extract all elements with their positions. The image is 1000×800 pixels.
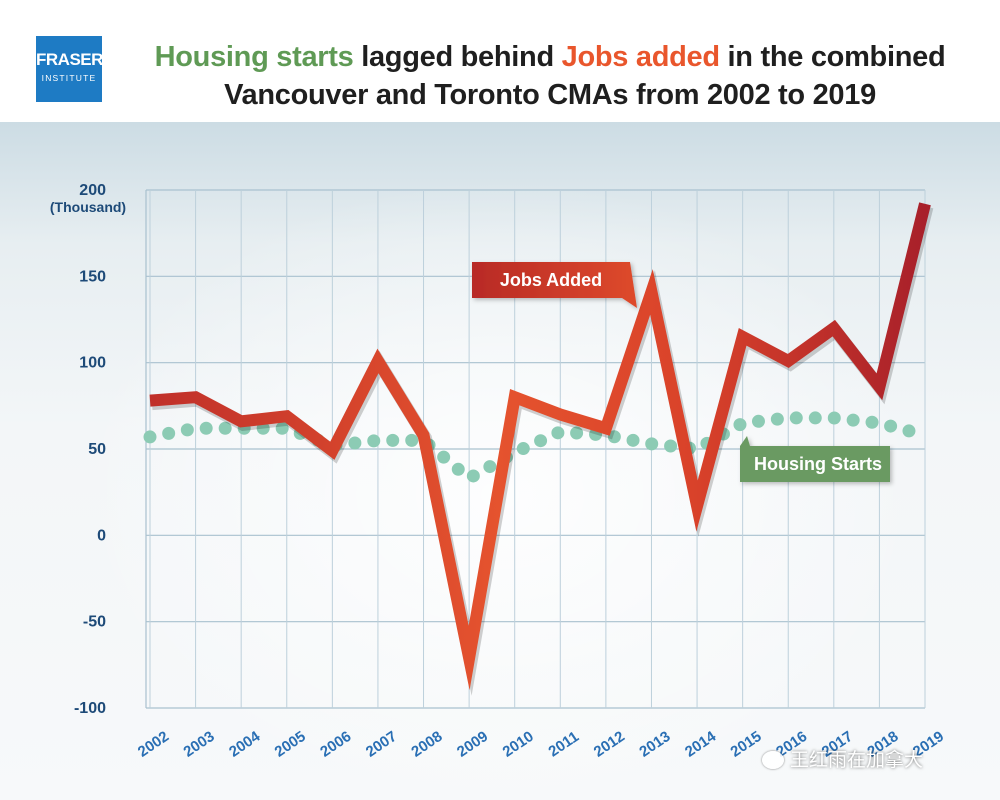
logo-line1: FRASER (36, 50, 103, 69)
jobs-added-callout: Jobs Added (472, 262, 637, 308)
title-text-a: lagged behind (353, 41, 562, 73)
y-tick-label: -100 (74, 700, 106, 717)
y-tick-label: 50 (88, 441, 106, 458)
x-tick-label: 2004 (226, 728, 264, 761)
jobs-added-line (149, 202, 931, 691)
y-tick-label: 150 (79, 268, 106, 285)
chart-title: Housing starts lagged behind Jobs added … (115, 38, 985, 114)
x-tick-label: 2014 (682, 728, 720, 761)
x-tick-label: 2012 (591, 728, 628, 761)
wechat-icon (762, 751, 784, 769)
x-tick-label: 2008 (408, 728, 445, 761)
x-tick-label: 2002 (135, 728, 172, 761)
housing-starts-callout-text: Housing Starts (754, 454, 882, 474)
title-text-b: in the combined (719, 41, 946, 73)
watermark: 王红雨在加拿大 (762, 745, 992, 771)
logo-line2: INSTITUTE (41, 73, 97, 83)
y-tick-label: 0 (97, 527, 106, 544)
title-line2: Vancouver and Toronto CMAs from 2002 to … (224, 79, 876, 111)
x-tick-label: 2009 (454, 728, 491, 761)
housing-starts-callout: Housing Starts (740, 436, 890, 482)
title-housing-starts: Housing starts (154, 41, 354, 73)
series-callouts: Jobs Added Housing Starts (472, 262, 890, 482)
housing-starts-callout-box (740, 436, 890, 482)
watermark-text: 王红雨在加拿大 (790, 749, 924, 771)
x-tick-label: 2013 (636, 728, 673, 761)
y-axis-ticks: 200 150 100 50 0 -50 -100 (74, 182, 106, 717)
x-tick-label: 2007 (363, 728, 400, 761)
x-tick-label: 2006 (317, 728, 354, 761)
housing-starts-line (143, 411, 932, 485)
y-tick-label: 200 (79, 182, 106, 199)
y-axis-unit: (Thousand) (50, 199, 126, 215)
header: FRASER INSTITUTE Housing starts lagged b… (0, 0, 1000, 122)
housing-starts-series (143, 411, 932, 485)
jobs-added-series (149, 202, 934, 696)
x-tick-label: 2015 (728, 728, 765, 761)
fraser-institute-logo: FRASER INSTITUTE (36, 36, 103, 102)
x-tick-label: 2003 (180, 728, 217, 761)
jobs-added-callout-text: Jobs Added (500, 270, 602, 290)
x-tick-label: 2011 (546, 728, 582, 760)
jobs-added-callout-box (472, 262, 637, 308)
y-tick-label: 100 (79, 355, 106, 372)
y-tick-label: -50 (83, 614, 106, 631)
title-jobs-added: Jobs added (561, 41, 720, 73)
x-tick-label: 2010 (500, 728, 537, 761)
x-tick-label: 2005 (272, 728, 309, 761)
